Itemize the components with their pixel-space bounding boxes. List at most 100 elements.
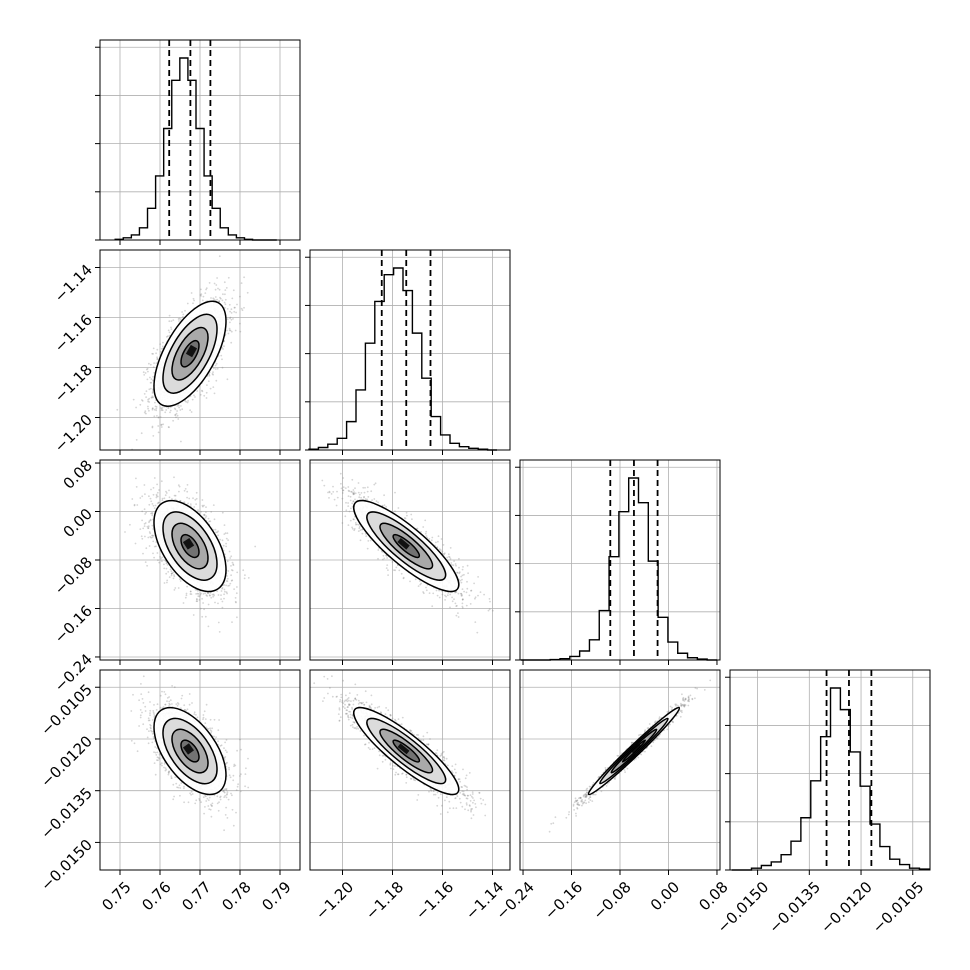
- scatter-point: [148, 531, 151, 533]
- scatter-point: [135, 486, 138, 488]
- scatter-point: [230, 579, 233, 582]
- scatter-point: [450, 562, 453, 564]
- scatter-point: [215, 379, 218, 382]
- scatter-point: [161, 345, 164, 348]
- scatter-point: [447, 592, 450, 594]
- scatter-point: [223, 301, 226, 304]
- scatter-point: [185, 592, 188, 595]
- scatter-point: [206, 384, 208, 386]
- scatter-point: [196, 390, 199, 392]
- density-peak: [182, 537, 195, 550]
- histogram-bin: [668, 642, 678, 660]
- contour-line: [153, 300, 227, 408]
- contour-line: [171, 522, 209, 570]
- histogram-bin: [781, 855, 791, 870]
- scatter-point: [162, 423, 165, 426]
- scatter-point: [165, 567, 168, 570]
- scatter-point: [226, 329, 228, 332]
- scatter-point: [364, 498, 367, 501]
- scatter-point: [203, 504, 205, 507]
- scatter-point: [196, 598, 198, 601]
- histogram-bin: [337, 438, 346, 450]
- scatter-point: [222, 544, 225, 547]
- scatter-point: [176, 414, 179, 417]
- scatter-point: [145, 511, 148, 514]
- scatter-point: [212, 386, 215, 388]
- histogram-bin: [228, 235, 236, 240]
- scatter-point: [152, 435, 155, 437]
- scatter-point: [173, 575, 176, 578]
- scatter-point: [383, 557, 386, 560]
- scatter-point: [143, 411, 146, 414]
- scatter-point: [142, 371, 145, 374]
- scatter-point: [431, 536, 434, 539]
- scatter-point: [204, 516, 207, 519]
- scatter-point: [351, 527, 354, 530]
- scatter-point: [207, 517, 210, 520]
- scatter-point: [224, 293, 226, 296]
- scatter-point: [200, 288, 202, 291]
- scatter-point: [179, 580, 182, 582]
- scatter-point: [168, 331, 171, 334]
- scatter-point: [170, 574, 173, 577]
- scatter-point: [147, 398, 150, 401]
- scatter-point: [227, 332, 230, 335]
- scatter-point: [149, 532, 152, 535]
- scatter-point: [151, 534, 154, 537]
- scatter-point: [196, 592, 199, 595]
- contour-line: [162, 313, 218, 394]
- scatter-point: [219, 296, 221, 299]
- scatter-point: [230, 574, 233, 577]
- scatter-point: [143, 393, 146, 395]
- scatter-point: [170, 320, 173, 322]
- scatter-point: [323, 484, 326, 487]
- scatter-point: [165, 572, 168, 575]
- scatter-point: [201, 390, 204, 393]
- scatter-point: [149, 376, 151, 379]
- scatter-point: [184, 309, 186, 312]
- histogram-bin: [131, 235, 139, 240]
- scatter-point: [165, 562, 168, 565]
- scatter-point: [154, 504, 157, 507]
- scatter-point: [151, 407, 154, 410]
- scatter-point: [164, 494, 167, 497]
- scatter-point: [226, 580, 229, 583]
- scatter-point: [210, 511, 213, 513]
- scatter-point: [173, 407, 176, 410]
- scatter-point: [424, 519, 427, 522]
- histogram-bin: [638, 503, 648, 660]
- scatter-point: [174, 587, 177, 589]
- scatter-point: [336, 490, 338, 493]
- scatter-point: [182, 602, 185, 604]
- scatter-point: [195, 600, 198, 603]
- scatter-point: [227, 585, 230, 587]
- histogram-bin: [180, 58, 188, 240]
- scatter-point: [153, 408, 156, 411]
- scatter-point: [175, 412, 178, 415]
- scatter-point: [141, 400, 144, 402]
- scatter-point: [190, 292, 193, 294]
- scatter-point: [136, 504, 139, 506]
- scatter-contents: [124, 476, 257, 633]
- contour-line: [171, 326, 209, 381]
- scatter-point: [230, 555, 233, 558]
- scatter-point: [168, 496, 171, 499]
- scatter-point: [150, 512, 152, 515]
- scatter-point: [328, 497, 330, 499]
- scatter-point: [186, 484, 189, 486]
- scatter-point: [133, 504, 136, 507]
- scatter-point: [155, 407, 158, 410]
- scatter-point: [205, 287, 208, 289]
- scatter-point: [218, 300, 220, 303]
- scatter-point: [234, 306, 236, 309]
- scatter-point: [228, 303, 231, 306]
- scatter-point: [155, 409, 158, 412]
- grid-lines: [310, 250, 510, 450]
- scatter-point: [230, 569, 233, 571]
- scatter-point: [153, 477, 156, 479]
- scatter-point: [160, 424, 163, 426]
- scatter-point: [463, 573, 465, 576]
- scatter-point: [144, 493, 146, 495]
- scatter-point: [208, 594, 211, 597]
- scatter-point: [235, 601, 237, 604]
